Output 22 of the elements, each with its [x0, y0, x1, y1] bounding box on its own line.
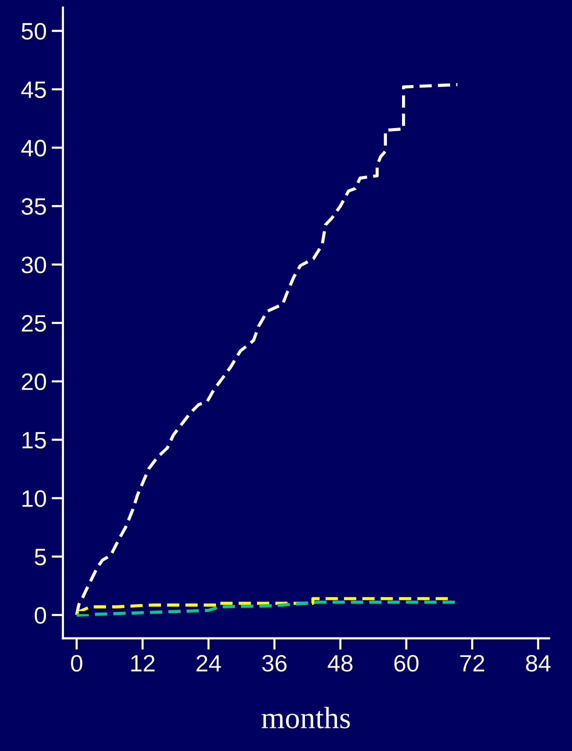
y-tick-label: 0	[34, 607, 46, 624]
x-tick-label: 36	[262, 654, 287, 672]
y-tick-label: 25	[22, 315, 46, 332]
y-tick-label: 40	[21, 140, 46, 156]
y-tick-label: 10	[22, 490, 46, 507]
x-tick-label: 48	[328, 654, 352, 672]
y-tick-label: 45	[21, 82, 46, 98]
y-tick-label: 15	[22, 432, 46, 449]
y-tick-label: 5	[34, 548, 46, 566]
x-axis-title: months	[262, 706, 350, 728]
x-tick-label: 72	[460, 654, 484, 672]
line-series	[75, 83, 459, 617]
x-tick-label: 0	[71, 654, 82, 672]
y-tick-label: 30	[22, 256, 46, 274]
y-tick-label: 35	[22, 198, 46, 215]
line-series	[75, 600, 458, 617]
x-tick-label: 84	[526, 654, 551, 672]
x-tick-label: 24	[196, 654, 221, 672]
y-tick-label: 50	[22, 22, 46, 40]
x-tick-label: 12	[131, 654, 155, 672]
x-tick-label: 60	[394, 654, 418, 672]
y-tick-label: 20	[22, 373, 46, 390]
